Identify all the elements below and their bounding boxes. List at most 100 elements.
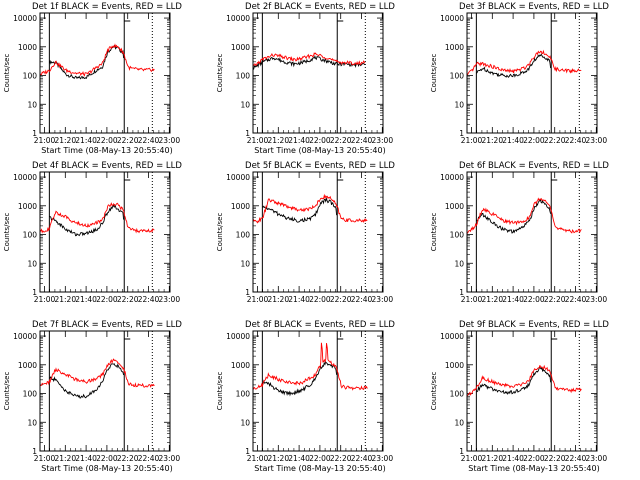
- y-tick-label: 10: [240, 259, 250, 268]
- events-series-line: [476, 53, 552, 78]
- y-tick-label: 100: [236, 231, 251, 240]
- x-tick-label: 22:20: [330, 454, 352, 463]
- x-tick-label: 23:00: [158, 295, 180, 304]
- panel-title: Det 4f BLACK = Events, RED = LLD: [32, 161, 182, 171]
- x-tick-label: 22:20: [117, 454, 139, 463]
- y-tick-label: 1000: [231, 361, 250, 370]
- x-axis-label: Start Time (08-May-13 20:55:40): [41, 464, 172, 473]
- x-tick-label: 23:00: [158, 136, 180, 145]
- x-tick-label: 22:00: [523, 454, 545, 463]
- y-tick-label: 1: [32, 129, 37, 138]
- y-tick-label: 1000: [445, 43, 464, 52]
- x-tick-label: 22:00: [523, 295, 545, 304]
- x-tick-label: 22:40: [138, 295, 160, 304]
- y-tick-label: 10: [240, 100, 250, 109]
- x-tick-label: 22:20: [330, 295, 352, 304]
- events-series-line: [48, 45, 125, 80]
- x-tick-label: 22:40: [565, 136, 587, 145]
- x-tick-label: 21:20: [481, 295, 503, 304]
- y-axis-label: Counts/sec: [3, 372, 11, 411]
- y-tick-label: 10000: [440, 14, 464, 23]
- events-series-line: [262, 361, 338, 397]
- y-tick-label: 10000: [13, 173, 37, 182]
- y-tick-label: 100: [450, 390, 465, 399]
- y-tick-label: 10000: [440, 332, 464, 341]
- panel-title: Det 9f BLACK = Events, RED = LLD: [459, 320, 609, 330]
- x-tick-label: 22:20: [117, 136, 139, 145]
- x-tick-label: 21:00: [247, 454, 269, 463]
- events-series-line: [476, 366, 552, 395]
- panel-8: Det 8f BLACK = Events, RED = LLD Counts/s…: [216, 320, 395, 473]
- x-tick-label: 23:00: [371, 454, 393, 463]
- x-tick-label: 22:40: [351, 295, 373, 304]
- y-axis-label: Counts/sec: [3, 54, 11, 93]
- y-tick-label: 10000: [440, 173, 464, 182]
- x-tick-label: 21:20: [267, 295, 289, 304]
- x-tick-label: 21:20: [267, 454, 289, 463]
- y-tick-label: 1: [32, 288, 37, 297]
- panel-1: Det 1f BLACK = Events, RED = LLD Counts/s…: [3, 2, 182, 155]
- panel-7: Det 7f BLACK = Events, RED = LLD Counts/s…: [3, 320, 182, 473]
- x-tick-label: 21:40: [288, 454, 310, 463]
- panel-title: Det 7f BLACK = Events, RED = LLD: [32, 320, 182, 330]
- y-axis-label: Counts/sec: [216, 372, 224, 411]
- x-tick-label: 21:00: [247, 295, 269, 304]
- panel-title: Det 1f BLACK = Events, RED = LLD: [32, 2, 182, 12]
- x-tick-label: 22:20: [544, 454, 566, 463]
- x-axis-label: Start Time (08-May-13 20:55:40): [254, 464, 385, 473]
- x-tick-label: 22:40: [351, 136, 373, 145]
- lld-series-line: [252, 52, 366, 67]
- x-tick-label: 21:20: [54, 454, 76, 463]
- x-tick-label: 22:00: [309, 295, 331, 304]
- y-tick-label: 10000: [13, 332, 37, 341]
- x-tick-label: 22:40: [138, 136, 160, 145]
- x-tick-label: 22:00: [96, 136, 118, 145]
- panel-title: Det 8f BLACK = Events, RED = LLD: [245, 320, 395, 330]
- x-tick-label: 22:00: [309, 136, 331, 145]
- x-tick-label: 21:00: [461, 454, 483, 463]
- x-tick-label: 21:00: [34, 136, 56, 145]
- y-tick-label: 100: [23, 231, 38, 240]
- lld-series-line: [466, 364, 582, 397]
- x-tick-label: 21:40: [502, 454, 524, 463]
- lld-series-line: [466, 49, 582, 76]
- y-tick-label: 10: [27, 418, 37, 427]
- y-tick-label: 1: [459, 288, 464, 297]
- y-tick-label: 100: [236, 390, 251, 399]
- y-axis-label: Counts/sec: [430, 372, 438, 411]
- y-tick-label: 1: [459, 129, 464, 138]
- x-tick-label: 23:00: [585, 295, 607, 304]
- events-series-line: [49, 363, 125, 399]
- y-tick-label: 100: [23, 72, 38, 81]
- x-tick-label: 22:00: [309, 454, 331, 463]
- y-tick-label: 1: [245, 288, 250, 297]
- y-tick-label: 10: [240, 418, 250, 427]
- x-tick-label: 22:00: [523, 136, 545, 145]
- y-tick-label: 10000: [13, 14, 37, 23]
- x-tick-label: 21:00: [34, 295, 56, 304]
- panel-4: Det 4f BLACK = Events, RED = LLD Counts/s…: [3, 161, 182, 304]
- panel-title: Det 6f BLACK = Events, RED = LLD: [459, 161, 609, 171]
- x-tick-label: 21:40: [75, 136, 97, 145]
- x-tick-label: 23:00: [585, 136, 607, 145]
- x-tick-label: 21:00: [247, 136, 269, 145]
- x-tick-label: 23:00: [371, 136, 393, 145]
- y-tick-label: 1000: [18, 202, 37, 211]
- lld-series-line: [39, 358, 155, 388]
- panel-title: Det 3f BLACK = Events, RED = LLD: [459, 2, 609, 12]
- x-tick-label: 23:00: [371, 295, 393, 304]
- events-series-line: [252, 54, 366, 70]
- y-tick-label: 10: [454, 418, 464, 427]
- y-tick-label: 100: [236, 72, 251, 81]
- y-axis-label: Counts/sec: [3, 213, 11, 252]
- y-tick-label: 10000: [226, 332, 250, 341]
- x-tick-label: 22:40: [138, 454, 160, 463]
- x-axis-label: Start Time (08-May-13 20:55:40): [254, 146, 385, 155]
- x-tick-label: 22:20: [330, 136, 352, 145]
- x-tick-label: 22:00: [96, 454, 118, 463]
- x-tick-label: 22:20: [544, 136, 566, 145]
- y-axis-label: Counts/sec: [216, 54, 224, 93]
- panel-9: Det 9f BLACK = Events, RED = LLD Counts/s…: [430, 320, 609, 473]
- plot-frame: [39, 330, 171, 452]
